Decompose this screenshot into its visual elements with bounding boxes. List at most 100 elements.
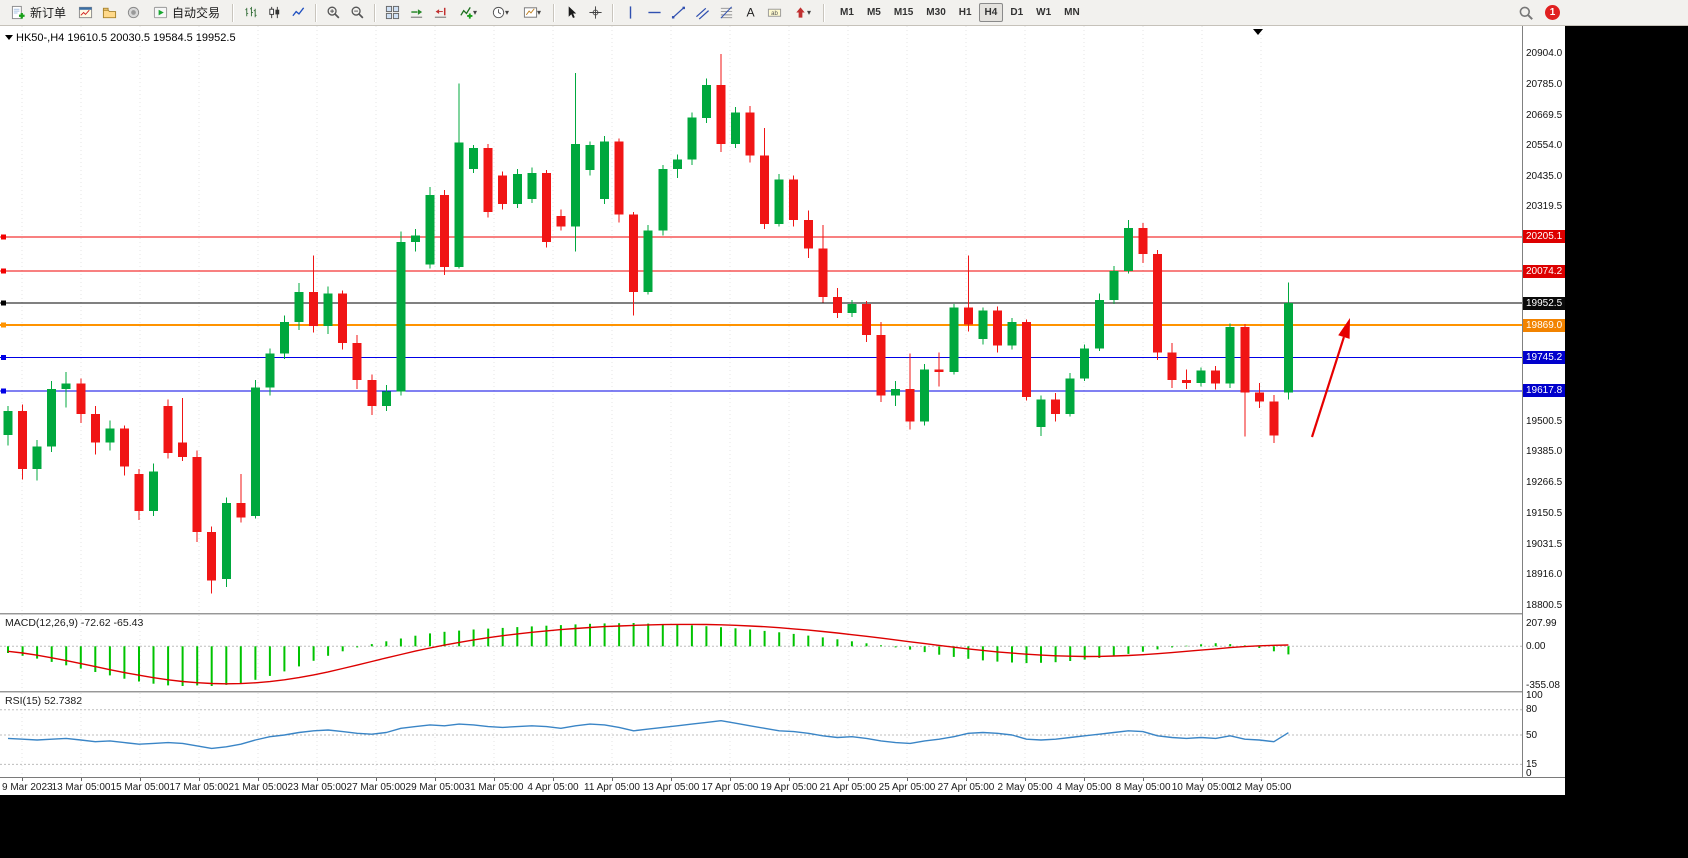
time-axis-label: 11 Apr 05:00 [584, 782, 640, 793]
price-axis-label: 20319.5 [1526, 201, 1563, 213]
new-order-label: 新订单 [30, 6, 67, 20]
vertical-line-tool-icon[interactable] [619, 2, 641, 24]
time-tick [1084, 778, 1085, 781]
macd-label: MACD(12,26,9) -72.62 -65.43 [5, 617, 144, 629]
line-anchor [1, 322, 6, 328]
rsi-pane[interactable] [0, 693, 1522, 777]
line-chart-mode-icon[interactable] [287, 2, 309, 24]
tile-windows-icon[interactable] [381, 2, 403, 24]
trendline-tool-icon[interactable] [667, 2, 689, 24]
time-tick [140, 778, 141, 781]
macd-scale-label: -355.08 [1526, 680, 1560, 692]
macd-signal-line [7, 623, 1289, 685]
search-icon[interactable] [1515, 2, 1537, 24]
zoom-in-icon[interactable] [322, 2, 344, 24]
indicators-dropdown[interactable]: ▾ [453, 2, 483, 24]
profiles-icon[interactable] [98, 2, 120, 24]
price-chart-pane[interactable] [0, 26, 1522, 613]
price-line-badge: 20205.1 [1523, 230, 1565, 244]
price-axis-label: 20554.0 [1526, 139, 1563, 151]
time-axis-label: 13 Mar 05:00 [51, 782, 111, 793]
bottom-background [0, 795, 1688, 858]
candlestick-mode-icon[interactable] [263, 2, 285, 24]
time-tick [907, 778, 908, 781]
price-axis-label: 20785.0 [1526, 79, 1563, 91]
time-axis-label: 10 May 05:00 [1171, 782, 1233, 793]
price-axis[interactable]: 20904.0 20785.0 20669.5 20554.0 20435.0 20319… [1522, 26, 1565, 779]
periods-dropdown[interactable]: ▾ [485, 2, 515, 24]
arrows-tool-dropdown[interactable]: ▾ [787, 2, 817, 24]
price-axis-label: 20669.5 [1526, 109, 1563, 121]
time-tick [1025, 778, 1026, 781]
timeframe-m1[interactable]: M1 [840, 7, 854, 18]
toolbar-separator [823, 3, 825, 22]
rsi-scale-label: 15 [1526, 758, 1538, 770]
chart-shift-marker[interactable] [1253, 29, 1263, 40]
time-axis-label: 31 Mar 05:00 [464, 782, 524, 793]
horizontal-line-tool-icon[interactable] [643, 2, 665, 24]
text-tool-icon[interactable]: A [739, 2, 761, 24]
timeframe-w1[interactable]: W1 [1036, 7, 1052, 18]
toolbar-separator [553, 3, 555, 22]
time-axis-label: 4 May 05:00 [1056, 782, 1112, 793]
timeframe-m30[interactable]: M30 [926, 7, 946, 18]
toolbar-separator [232, 3, 234, 22]
sound-alert-icon[interactable] [122, 2, 144, 24]
timeframe-d1[interactable]: D1 [1010, 7, 1024, 18]
macd-histogram [7, 623, 1290, 686]
new-order-button[interactable]: 新订单 [4, 1, 72, 25]
time-tick [199, 778, 200, 781]
pane-separator[interactable] [0, 613, 1565, 615]
macd-scale-label: 207.99 [1526, 617, 1557, 629]
timeframe-m15[interactable]: M15 [893, 7, 914, 18]
price-axis-label: 18800.5 [1526, 599, 1563, 611]
time-tick [22, 778, 23, 781]
chevron-down-icon: ▾ [505, 8, 510, 17]
cursor-icon[interactable] [560, 2, 582, 24]
rsi-line [7, 720, 1289, 750]
bar-chart-mode-icon[interactable] [239, 2, 261, 24]
auto-scroll-icon[interactable] [405, 2, 427, 24]
notification-badge[interactable]: 1 [1545, 5, 1560, 20]
symbol-ohlc-label: HK50-,H4 19610.5 20030.5 19584.5 19952.5 [16, 32, 236, 44]
price-line-badge: 20074.2 [1523, 264, 1565, 278]
line-anchor [1, 268, 6, 274]
timeframe-h1[interactable]: H1 [958, 7, 972, 18]
time-tick [848, 778, 849, 781]
channel-tool-icon[interactable] [691, 2, 713, 24]
time-tick [317, 778, 318, 781]
time-tick [435, 778, 436, 781]
time-axis-label: 2 May 05:00 [997, 782, 1053, 793]
macd-scale-label: 0.00 [1526, 640, 1546, 652]
timeframe-mn[interactable]: MN [1064, 7, 1080, 18]
symbol-collapse-icon[interactable] [5, 35, 13, 44]
zoom-out-icon[interactable] [346, 2, 368, 24]
time-axis[interactable]: 9 Mar 2023 13 Mar 05:00 15 Mar 05:00 17 Mar… [0, 777, 1565, 795]
macd-pane[interactable] [0, 615, 1522, 691]
time-tick [258, 778, 259, 781]
time-axis-label: 9 Mar 2023 [2, 782, 53, 793]
time-tick [553, 778, 554, 781]
chart-shift-icon[interactable] [429, 2, 451, 24]
text-label-tool-icon[interactable]: ab [763, 2, 785, 24]
chart-window: HK50-,H4 19610.5 20030.5 19584.5 19952.5… [0, 26, 1565, 795]
time-tick [376, 778, 377, 781]
candles-layer [3, 53, 1293, 594]
time-axis-label: 8 May 05:00 [1115, 782, 1171, 793]
fibonacci-tool-icon[interactable] [715, 2, 737, 24]
line-anchor [1, 300, 6, 306]
timeframe-h4[interactable]: H4 [978, 3, 1004, 22]
right-background [1565, 26, 1688, 858]
price-axis-label: 20904.0 [1526, 48, 1563, 60]
time-axis-label: 17 Apr 05:00 [701, 782, 759, 793]
chart-window-icon[interactable] [74, 2, 96, 24]
templates-dropdown[interactable]: ▾ [517, 2, 547, 24]
toolbar-separator [612, 3, 614, 22]
autotrading-button[interactable]: 自动交易 [146, 1, 226, 25]
pane-separator[interactable] [0, 691, 1565, 693]
crosshair-icon[interactable] [584, 2, 606, 24]
rsi-scale-label: 80 [1526, 704, 1538, 716]
time-axis-label: 27 Apr 05:00 [937, 782, 995, 793]
timeframe-m5[interactable]: M5 [866, 7, 881, 18]
